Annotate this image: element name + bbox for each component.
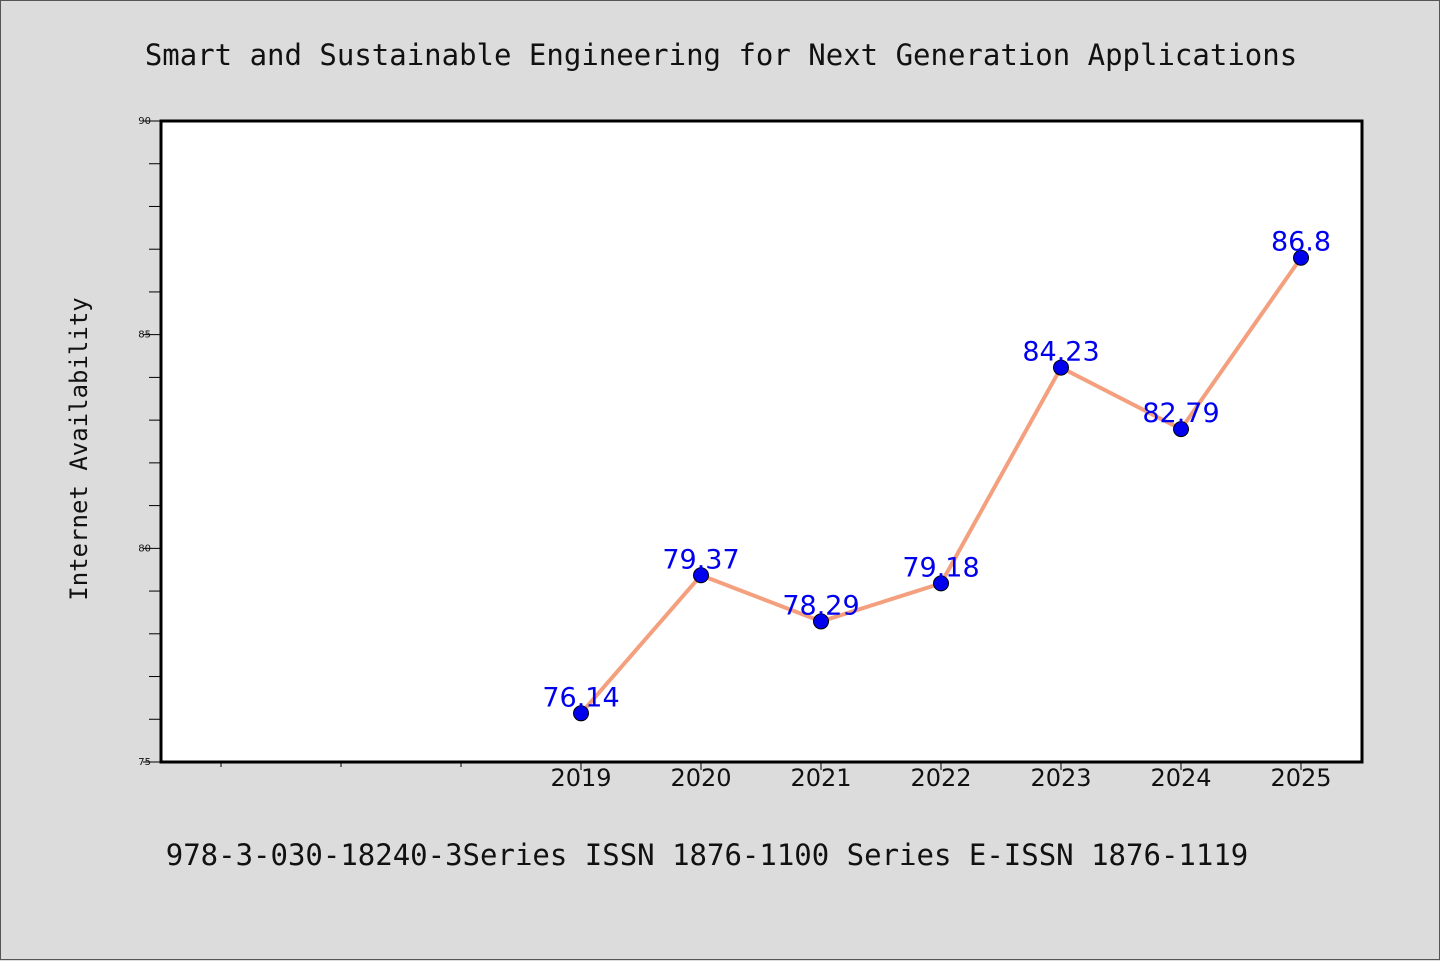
y-tick-label: 85	[138, 330, 151, 341]
data-point	[933, 575, 949, 592]
series-layer: 76.14 79.37 78.29 79.18 84.23 82.79 86.8	[542, 227, 1331, 722]
data-point	[693, 567, 709, 584]
y-tick-label: 75	[138, 757, 151, 768]
y-axis: 75 80 85 90	[138, 116, 161, 768]
data-label: 78.29	[782, 590, 859, 621]
data-point	[1293, 249, 1309, 266]
x-tick-label: 2023	[1030, 764, 1091, 792]
data-point	[573, 705, 589, 722]
x-tick-label: 2019	[550, 764, 611, 792]
x-axis: 2019 2020 2021 2022 2023 2024 2025	[220, 762, 1332, 792]
x-tick-label: 2025	[1270, 764, 1331, 792]
y-tick-label: 80	[138, 543, 151, 554]
data-point	[813, 613, 829, 630]
x-tick-label: 2022	[910, 764, 971, 792]
data-point	[1173, 421, 1189, 438]
data-label: 86.8	[1271, 227, 1331, 258]
data-label: 79.37	[662, 544, 739, 575]
plot-area	[159, 119, 1364, 764]
x-tick-label: 2020	[670, 764, 731, 792]
data-point	[1053, 359, 1069, 376]
data-label: 76.14	[542, 682, 619, 713]
chart-title: Smart and Sustainable Engineering for Ne…	[145, 38, 1297, 72]
x-tick-label: 2021	[790, 764, 851, 792]
x-tick-label: 2024	[1150, 764, 1211, 792]
y-tick-label: 90	[138, 116, 151, 127]
y-axis-label: Internet Availability	[65, 297, 93, 600]
data-label: 79.18	[902, 552, 979, 583]
data-label: 84.23	[1022, 337, 1099, 368]
data-label: 82.79	[1142, 398, 1219, 429]
footer-text: 978-3-030-18240-3Series ISSN 1876-1100 S…	[166, 838, 1249, 872]
